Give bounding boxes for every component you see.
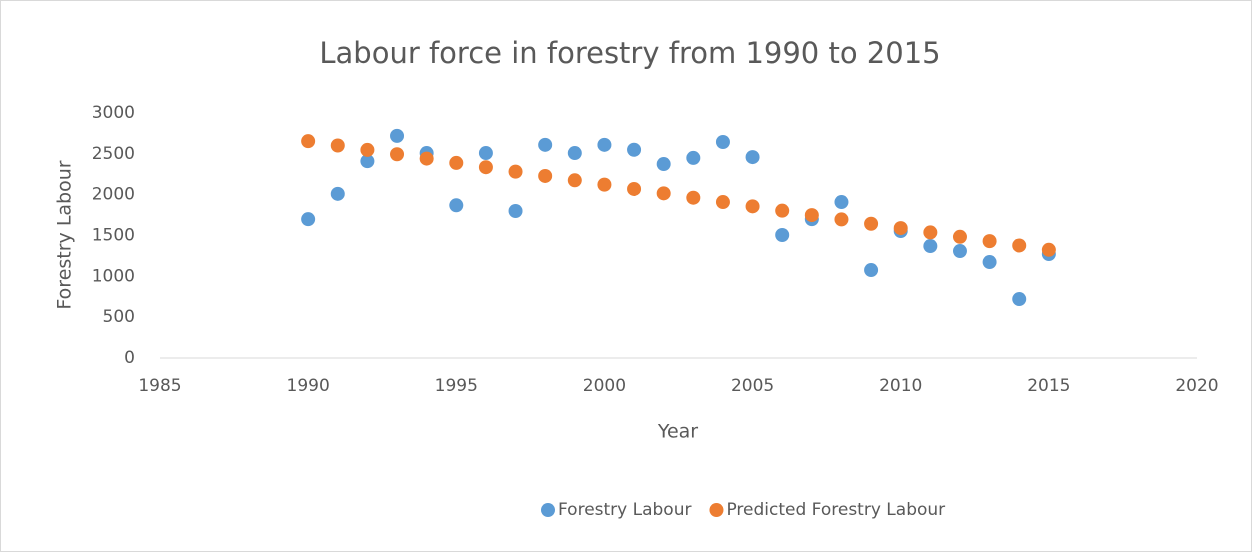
x-tick-label: 1985 xyxy=(138,376,181,396)
point xyxy=(330,138,345,153)
legend-label: Forestry Labour xyxy=(558,500,691,520)
point xyxy=(449,198,464,213)
legend-marker xyxy=(709,503,724,517)
point xyxy=(567,146,582,161)
y-tick-label: 0 xyxy=(124,348,135,368)
point xyxy=(449,155,464,170)
point xyxy=(775,228,790,243)
point xyxy=(715,195,730,210)
point xyxy=(952,244,967,259)
point xyxy=(982,255,997,270)
y-axis-label: Forestry Labour xyxy=(54,160,76,309)
x-tick-label: 2005 xyxy=(731,376,774,396)
x-tick-label: 2015 xyxy=(1027,376,1070,396)
point xyxy=(864,216,879,231)
y-tick-label: 500 xyxy=(103,307,135,327)
point xyxy=(478,146,493,161)
point xyxy=(686,190,701,205)
point xyxy=(538,137,553,152)
point xyxy=(508,164,523,179)
chart-title: Labour force in forestry from 1990 to 20… xyxy=(319,36,940,70)
point xyxy=(745,150,760,165)
x-tick-label: 1995 xyxy=(435,376,478,396)
x-tick-label: 2000 xyxy=(583,376,626,396)
point xyxy=(330,186,345,201)
x-tick-label: 2020 xyxy=(1175,376,1218,396)
legend-label: Predicted Forestry Labour xyxy=(726,500,945,520)
x-tick-label: 1990 xyxy=(287,376,330,396)
point xyxy=(923,225,938,240)
point xyxy=(834,195,849,210)
point xyxy=(804,208,819,223)
y-tick-label: 2000 xyxy=(92,185,135,205)
point xyxy=(656,186,671,201)
point xyxy=(686,150,701,165)
point xyxy=(301,212,316,227)
point xyxy=(952,229,967,244)
point xyxy=(301,134,316,149)
point xyxy=(627,142,642,157)
y-tick-label: 2500 xyxy=(92,144,135,164)
point xyxy=(478,160,493,175)
point xyxy=(627,181,642,196)
point xyxy=(893,221,908,236)
point xyxy=(538,168,553,183)
point xyxy=(982,234,997,249)
y-tick-label: 1500 xyxy=(92,226,135,246)
point xyxy=(715,134,730,149)
point xyxy=(390,147,405,162)
point xyxy=(360,154,375,169)
point xyxy=(775,203,790,218)
point xyxy=(597,137,612,152)
point xyxy=(597,177,612,192)
x-axis-label: Year xyxy=(657,421,698,443)
point xyxy=(745,199,760,214)
point xyxy=(1012,292,1027,307)
x-tick-label: 2010 xyxy=(879,376,922,396)
point xyxy=(567,173,582,188)
legend-marker xyxy=(541,503,555,517)
point xyxy=(390,128,405,143)
point xyxy=(1012,238,1027,253)
y-tick-label: 3000 xyxy=(92,103,135,123)
point xyxy=(360,142,375,157)
point xyxy=(508,204,523,218)
point xyxy=(1041,242,1056,257)
point xyxy=(419,151,434,166)
point xyxy=(656,157,671,172)
point xyxy=(923,239,938,254)
point xyxy=(864,263,879,278)
y-tick-label: 1000 xyxy=(92,266,135,286)
point xyxy=(834,212,849,227)
